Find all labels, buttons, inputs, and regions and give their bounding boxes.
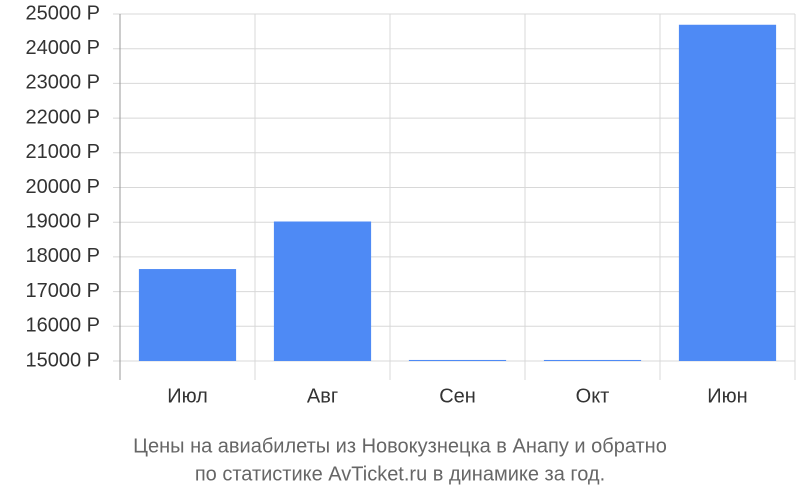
y-tick-label: 22000 Р [25,106,100,128]
y-tick-label: 24000 Р [25,37,100,59]
chart-title: Цены на авиабилеты из Новокузнецка в Ана… [133,435,667,457]
bar [543,359,642,361]
x-tick-label: Июл [167,385,208,407]
y-tick-label: 15000 Р [25,349,100,371]
bar [138,269,237,361]
bar [408,359,507,361]
y-tick-label: 16000 Р [25,315,100,337]
x-tick-label: Сен [439,385,476,407]
y-tick-label: 20000 Р [25,176,100,198]
y-tick-label: 17000 Р [25,280,100,302]
x-tick-label: Окт [576,385,610,407]
y-tick-label: 23000 Р [25,72,100,94]
y-tick-label: 19000 Р [25,210,100,232]
chart-title: по статистике AvTicket.ru в динамике за … [195,463,605,485]
y-tick-label: 18000 Р [25,245,100,267]
x-tick-label: Авг [307,385,338,407]
x-tick-label: Июн [707,385,747,407]
y-tick-label: 21000 Р [25,141,100,163]
bar [678,24,777,362]
bar [273,221,372,361]
y-tick-label: 25000 Р [25,2,100,24]
